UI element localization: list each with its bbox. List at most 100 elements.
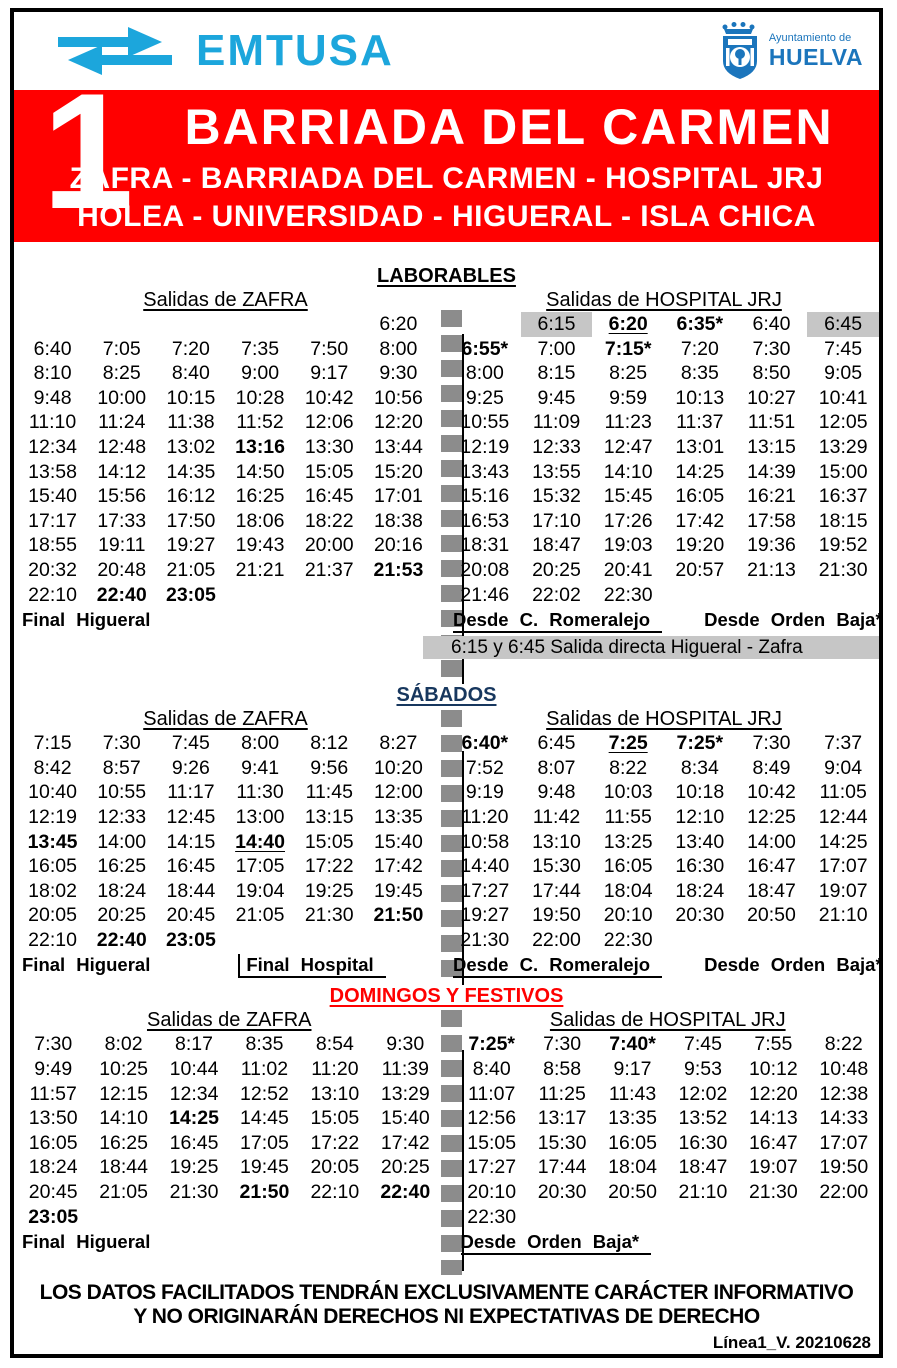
time-cell: 13:17 <box>537 1107 587 1130</box>
hospital-departures-heading: Salidas de HOSPITAL JRJ <box>449 707 879 731</box>
time-cell: 16:05 <box>675 485 725 508</box>
time-cell: 7:55 <box>754 1033 793 1056</box>
time-cell: 15:20 <box>374 460 423 483</box>
time-cell: 21:05 <box>99 1181 149 1204</box>
timetables: LABORABLES Salidas de ZAFRA 6:20 6:40 7:05 7:… <box>14 264 880 1275</box>
time-cell: 14:00 <box>747 830 796 853</box>
time-cell: 12:44 <box>818 805 868 828</box>
time-cell: 13:10 <box>532 830 581 853</box>
time-cell: 11:37 <box>676 411 724 434</box>
time-cell: 19:11 <box>98 534 146 557</box>
time-cell: 16:45 <box>304 485 354 508</box>
time-cell: 21:10 <box>678 1181 728 1204</box>
time-cell: 13:16 <box>235 435 285 458</box>
time-cell: 9:17 <box>310 362 349 385</box>
zafra-departures-heading-text: Salidas de ZAFRA <box>143 708 308 731</box>
time-cell <box>597 1205 667 1230</box>
time-cell: 17:01 <box>374 485 423 508</box>
time-cell: 8:34 <box>680 756 719 779</box>
time-cell: 20:10 <box>467 1181 517 1204</box>
time-cell: 21:30 <box>304 904 354 927</box>
time-cell: 17:07 <box>819 1131 869 1154</box>
huelva-logo-text: Ayuntamiento de HUELVA <box>769 33 863 69</box>
line-number: 1 <box>42 90 134 242</box>
footnote-label: Desde Orden Baja* <box>704 954 883 976</box>
time-cell: 22:02 <box>532 583 581 606</box>
time-cell: 10:55 <box>97 781 147 804</box>
section-title-domingos: DOMINGOS Y FESTIVOS <box>14 984 879 1008</box>
time-cell: 9:41 <box>241 756 280 779</box>
time-cell: 16:12 <box>166 485 216 508</box>
time-cell: 9:49 <box>34 1058 73 1081</box>
time-cell <box>295 312 364 337</box>
time-cell: 9:53 <box>683 1058 722 1081</box>
time-cell: 13:29 <box>380 1082 430 1105</box>
hospital-times-grid: 6:40* 6:45 7:25 7:25* 7:30 7:37 7:52 8:07 8:22 8:… <box>449 731 879 952</box>
time-cell: 17:50 <box>166 509 216 532</box>
time-cell: 17:33 <box>97 509 147 532</box>
time-cell: 17:42 <box>675 509 725 532</box>
time-cell: 8:22 <box>824 1033 863 1056</box>
time-cell: 7:05 <box>102 337 141 360</box>
zafra-times-grid: 6:20 6:40 7:05 7:20 7:35 7:50 8:00 8:10 8:25 8:40… <box>18 312 433 607</box>
time-cell: 8:50 <box>752 362 791 385</box>
time-cell: 17:58 <box>747 509 796 532</box>
time-cell: 14:00 <box>97 830 147 853</box>
huelva-logo-name: HUELVA <box>768 43 863 70</box>
time-cell: 22:30 <box>603 928 653 951</box>
time-cell: 9:00 <box>241 362 280 385</box>
time-cell: 16:25 <box>97 855 147 878</box>
time-cell: 22:40 <box>96 928 147 951</box>
time-cell: 12:33 <box>97 805 147 828</box>
header: EMTUSA Ayuntamiento de HUELVA <box>14 12 879 90</box>
time-cell: 8:02 <box>104 1033 143 1056</box>
time-cell: 15:40 <box>28 485 77 508</box>
section-title-text-laborables: LABORABLES <box>372 265 521 287</box>
time-cell: 23:05 <box>28 1205 79 1228</box>
time-cell: 13:29 <box>818 435 868 458</box>
time-cell: 6:40* <box>461 732 509 755</box>
time-cell: 9:48 <box>537 781 576 804</box>
time-cell: 14:15 <box>166 830 216 853</box>
time-cell: 8:42 <box>33 756 72 779</box>
time-cell: 9:45 <box>537 386 576 409</box>
time-cell: 17:44 <box>532 879 581 902</box>
time-cell: 9:56 <box>310 756 349 779</box>
hospital-column: Salidas de HOSPITAL JRJ 7:25* 7:30 7:40* 7:4… <box>457 1008 880 1256</box>
time-cell: 14:10 <box>603 460 653 483</box>
huelva-logo-subtext: Ayuntamiento de <box>768 32 852 45</box>
hospital-departures-heading: Salidas de HOSPITAL JRJ <box>449 288 879 312</box>
time-cell <box>364 583 433 608</box>
section-title-sabados: SÁBADOS <box>14 683 879 707</box>
time-cell: 18:04 <box>608 1156 657 1179</box>
time-cell: 20:25 <box>97 904 147 927</box>
section-sabados: SÁBADOS Salidas de ZAFRA 7:15 7:30 7:45 8:00 8… <box>14 683 879 979</box>
time-cell <box>736 928 808 953</box>
time-cell: 16:25 <box>99 1131 149 1154</box>
time-cell <box>225 928 294 953</box>
time-cell: 12:06 <box>304 411 354 434</box>
time-cell: 12:02 <box>678 1082 728 1105</box>
time-cell: 7:30 <box>752 337 791 360</box>
time-cell: 10:28 <box>235 386 285 409</box>
time-cell: 20:30 <box>675 904 725 927</box>
time-cell: 6:40 <box>33 337 72 360</box>
time-cell: 17:27 <box>460 879 510 902</box>
time-cell: 22:10 <box>310 1181 360 1204</box>
time-cell: 7:20 <box>171 337 210 360</box>
time-cell: 13:00 <box>235 805 285 828</box>
time-cell <box>738 1205 808 1230</box>
time-cell: 14:40 <box>460 855 510 878</box>
footnote-label: Final Hospital <box>238 954 386 979</box>
time-cell: 18:44 <box>99 1156 149 1179</box>
time-cell: 10:40 <box>28 781 77 804</box>
hospital-column: Salidas de HOSPITAL JRJ 6:40* 6:45 7:25 7:25… <box>449 707 879 979</box>
zafra-departures-heading: Salidas de ZAFRA <box>18 707 433 731</box>
time-cell: 8:22 <box>609 756 648 779</box>
time-cell: 13:10 <box>310 1082 360 1105</box>
time-cell: 20:48 <box>97 558 147 581</box>
time-cell <box>364 928 433 953</box>
section-title-text-domingos: DOMINGOS Y FESTIVOS <box>324 985 569 1008</box>
time-cell: 12:15 <box>99 1082 149 1105</box>
time-cell: 18:47 <box>678 1156 728 1179</box>
